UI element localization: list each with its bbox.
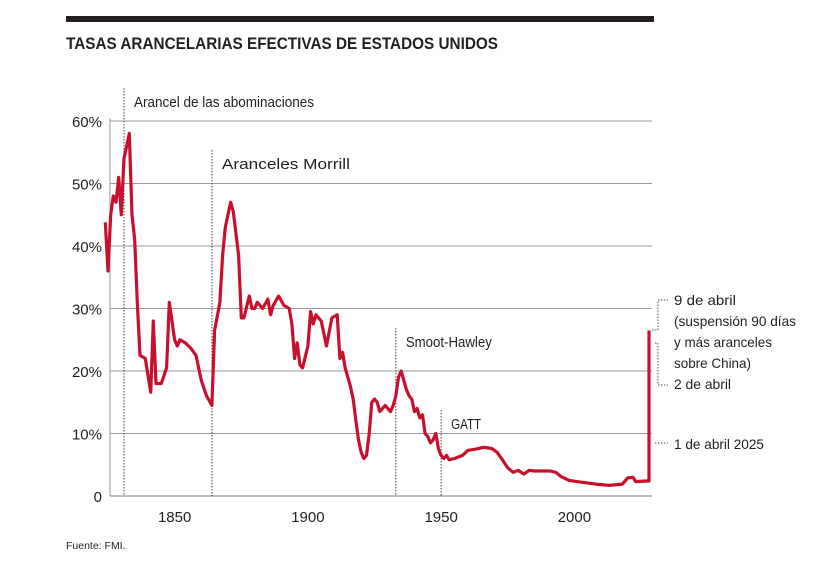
y-tick-labels: 0 10% 20% 30% 40% 50% 60% [72,114,102,506]
april9-label-line3: y más aranceles [674,334,772,350]
y-tick-label: 60% [72,114,102,131]
gridlines [110,120,652,497]
annotation-label: Aranceles Morrill [222,157,350,173]
y-tick-label: 0 [94,489,102,506]
y-tick-label: 30% [72,302,102,319]
series-line-tariff-rate [103,131,651,487]
y-tick-label: 40% [72,239,102,256]
april9-label-line4: sobre China) [674,355,751,371]
april9-label-line2: (suspensión 90 días [674,313,796,329]
april2-label: 2 de abril [674,376,731,392]
annotation-label: GATT [451,417,481,433]
april9-connector [652,299,668,331]
april9-label: 9 de abril [674,292,736,308]
y-tick-label: 10% [72,427,102,444]
chart-title: TASAS ARANCELARIAS EFECTIVAS DE ESTADOS … [66,34,498,53]
right-annotations [652,299,668,444]
y-tick-label: 50% [72,177,102,194]
x-tick-label: 2000 [558,509,591,526]
x-tick-label: 1950 [424,509,457,526]
x-tick-label: 1850 [158,509,191,526]
april1-label: 1 de abril 2025 [674,436,764,452]
april2-connector [655,342,668,386]
event-annotations: Arancel de las abominaciones Aranceles Mo… [123,88,493,496]
source-note: Fuente: FMI. [66,540,126,552]
x-tick-label: 1900 [291,509,324,526]
title-rule [66,16,654,22]
annotation-label: Arancel de las abominaciones [134,95,314,111]
annotation-label: Smoot-Hawley [406,335,493,351]
y-tick-label: 20% [72,364,102,381]
x-tick-labels: 1850 1900 1950 2000 [158,509,591,526]
